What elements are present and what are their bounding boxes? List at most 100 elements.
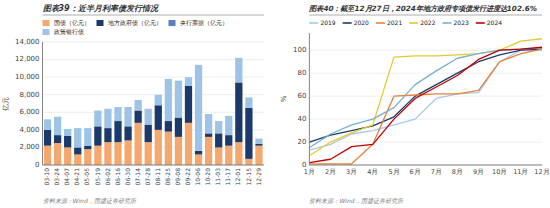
bar <box>175 118 182 137</box>
bar <box>165 121 172 132</box>
bar <box>114 107 121 121</box>
y-axis-label: 亿元 <box>2 97 10 112</box>
source-note: 资料来源：Wind，国盛证券研究所 <box>309 197 403 204</box>
y-tick-label: 4,000 <box>19 126 39 134</box>
bar <box>84 128 91 146</box>
legend-label: 2019 <box>320 19 335 26</box>
x-tick-label: 12-29 <box>255 168 262 186</box>
y-tick-label: 0 <box>35 161 39 169</box>
x-axis-line <box>309 165 542 166</box>
bar <box>54 117 61 135</box>
x-tick-label: 04-07 <box>63 168 70 186</box>
y-tick-label: 60 <box>297 92 306 100</box>
grid-line <box>309 119 542 120</box>
bar <box>135 111 142 123</box>
legend-label: 2021 <box>387 19 402 26</box>
y-axis-label: % <box>280 95 288 102</box>
bar <box>185 123 192 165</box>
legend-item: 2024 <box>476 19 502 26</box>
bar <box>135 100 142 111</box>
legend-label: 政策银行债 <box>54 28 84 35</box>
x-tick-label: 03-10 <box>43 168 50 186</box>
bar <box>114 121 121 142</box>
x-tick-label: 8月 <box>452 168 463 176</box>
y-tick-label: 100 <box>293 46 306 54</box>
bar <box>215 147 222 165</box>
grid-line <box>309 73 542 74</box>
bar <box>124 107 131 126</box>
bar <box>124 140 131 165</box>
y-axis-line <box>42 42 43 165</box>
bar <box>44 130 51 146</box>
legend-swatch <box>97 20 104 26</box>
bar <box>64 129 71 136</box>
grid-line <box>309 96 542 97</box>
x-tick-label: 3月 <box>346 168 357 176</box>
bar <box>185 86 192 123</box>
bar <box>104 109 111 128</box>
bar <box>215 121 222 133</box>
y-axis-line <box>309 33 310 165</box>
bar <box>44 146 51 165</box>
grid-line <box>43 77 265 78</box>
bar <box>145 125 152 143</box>
bar <box>205 133 212 137</box>
bar <box>84 146 91 150</box>
bar <box>245 97 252 108</box>
x-tick-label: 2月 <box>325 168 336 176</box>
bar <box>145 109 152 125</box>
bar <box>225 116 232 135</box>
bar <box>104 128 111 142</box>
x-tick-label: 1月 <box>304 168 315 176</box>
bar <box>64 147 71 165</box>
legend-label: 国债（亿元） <box>54 19 90 27</box>
legend: 国债（亿元）地方政府债（亿元）央行票据（亿元）政策银行债 <box>43 19 228 35</box>
bar <box>195 154 202 165</box>
bar <box>44 119 51 130</box>
legend-swatch <box>476 22 485 24</box>
x-tick-label: 09-22 <box>184 168 191 186</box>
title-rule <box>43 15 265 16</box>
bar <box>165 79 172 121</box>
bar <box>235 82 242 142</box>
bar <box>225 135 232 146</box>
source-note: 资料来源：Wind，国盛证券研究所 <box>43 197 137 204</box>
bar <box>175 81 182 118</box>
x-tick-label: 11-03 <box>214 168 221 186</box>
chart-title: 图表39：近半月利率债发行情况 <box>43 3 159 13</box>
x-tick-label: 12月 <box>534 168 549 176</box>
legend-item: 2023 <box>443 19 469 26</box>
bar <box>185 77 192 86</box>
legend-swatch <box>376 22 385 24</box>
legend-item: 2020 <box>343 19 369 26</box>
x-tick-label: 05-05 <box>83 168 90 186</box>
y-tick-label: 12,000 <box>15 55 40 63</box>
legend-swatch <box>43 20 50 26</box>
bar <box>225 146 232 165</box>
bar <box>54 143 61 165</box>
y-tick-label: 40 <box>297 115 306 123</box>
x-tick-label: 06-30 <box>124 168 131 186</box>
grid-line <box>309 165 542 166</box>
x-tick-label: 9月 <box>473 168 484 176</box>
x-tick-label: 07-28 <box>144 168 151 186</box>
chart-panel: 02,0004,0006,0008,00010,00012,00014,000图… <box>2 3 264 204</box>
legend-swatch <box>43 29 50 35</box>
bar <box>94 146 101 165</box>
y-tick-label: 80 <box>297 69 306 77</box>
marks <box>44 58 263 165</box>
grid-line <box>43 112 265 113</box>
x-tick-label: 10月 <box>492 168 507 176</box>
y-tick-label: 8,000 <box>19 91 39 99</box>
legend-item: 央行票据（亿元） <box>169 19 228 27</box>
bar <box>205 114 212 133</box>
bar <box>195 65 202 151</box>
bar <box>145 142 152 165</box>
legend-item: 2019 <box>309 19 335 26</box>
legend-item: 2021 <box>376 19 402 26</box>
x-tick-label: 11-17 <box>224 168 231 186</box>
bar <box>114 142 121 165</box>
x-tick-label: 08-25 <box>164 168 171 186</box>
marks <box>309 39 542 164</box>
y-tick-label: 2,000 <box>19 143 39 151</box>
